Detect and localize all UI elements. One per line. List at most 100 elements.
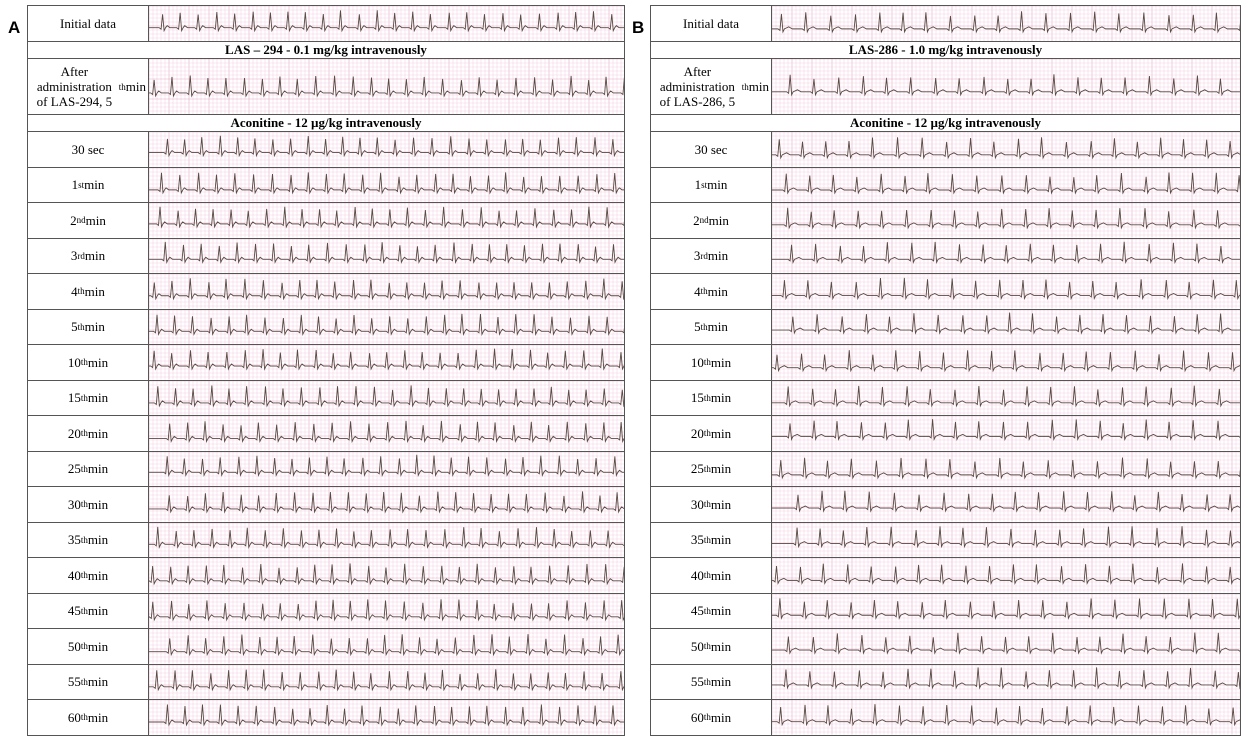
label-part: min bbox=[85, 248, 105, 263]
table-row: Initial data bbox=[651, 6, 1240, 42]
label-part: 40 bbox=[691, 568, 704, 583]
label-part: min bbox=[711, 390, 731, 405]
ecg-cell bbox=[772, 59, 1240, 114]
ecg-cell bbox=[772, 594, 1240, 629]
ecg-strip bbox=[149, 665, 624, 700]
label-part: 5 bbox=[694, 319, 701, 334]
ecg-strip bbox=[772, 665, 1240, 700]
table-row: 2nd min bbox=[651, 203, 1240, 239]
label-part: 55 bbox=[68, 674, 81, 689]
ecg-strip bbox=[772, 168, 1240, 203]
ecg-cell bbox=[772, 629, 1240, 664]
label-part: min bbox=[711, 603, 731, 618]
table-row: 10th min bbox=[28, 345, 624, 381]
table-row: 30th min bbox=[28, 487, 624, 523]
label-part: min bbox=[84, 177, 104, 192]
ecg-cell bbox=[149, 381, 624, 416]
label-part: min bbox=[711, 461, 731, 476]
ecg-strip bbox=[149, 558, 624, 593]
row-label: 1st min bbox=[651, 168, 772, 203]
row-label: 30th min bbox=[651, 487, 772, 522]
label-part: min bbox=[749, 79, 769, 94]
ecg-strip bbox=[772, 310, 1240, 345]
ecg-strip bbox=[149, 700, 624, 735]
label-part: 10 bbox=[691, 355, 704, 370]
ecg-cell bbox=[772, 523, 1240, 558]
label-part: min bbox=[711, 674, 731, 689]
section-header: Aconitine - 12 µg/kg intravenously bbox=[651, 115, 1240, 132]
table-row: 30 sec bbox=[28, 132, 624, 168]
ecg-cell bbox=[149, 700, 624, 735]
ecg-strip bbox=[149, 59, 624, 114]
table-row: After administration of LAS-286, 5th min bbox=[651, 59, 1240, 115]
label-part: 45 bbox=[68, 603, 81, 618]
ecg-cell bbox=[772, 168, 1240, 203]
label-part: min bbox=[88, 674, 108, 689]
ecg-strip bbox=[149, 6, 624, 41]
ecg-strip bbox=[772, 132, 1240, 167]
section-header: LAS – 294 - 0.1 mg/kg intravenously bbox=[28, 42, 624, 59]
ecg-strip bbox=[149, 381, 624, 416]
ecg-strip bbox=[149, 132, 624, 167]
ecg-cell bbox=[149, 416, 624, 451]
row-label: 10th min bbox=[28, 345, 149, 380]
ecg-cell bbox=[149, 345, 624, 380]
row-label: Initial data bbox=[651, 6, 772, 41]
label-part: min bbox=[88, 568, 108, 583]
label-part: 2 bbox=[693, 213, 700, 228]
ecg-cell bbox=[772, 132, 1240, 167]
ecg-strip bbox=[772, 59, 1240, 114]
label-part: 15 bbox=[68, 390, 81, 405]
label-part: min bbox=[707, 177, 727, 192]
ecg-strip bbox=[149, 629, 624, 664]
ecg-cell bbox=[772, 700, 1240, 735]
ecg-cell bbox=[149, 59, 624, 114]
ecg-strip bbox=[772, 700, 1240, 735]
row-label: 45th min bbox=[28, 594, 149, 629]
label-part: 5 bbox=[71, 319, 78, 334]
ecg-cell bbox=[149, 132, 624, 167]
label-part: min bbox=[711, 568, 731, 583]
row-label: 1st min bbox=[28, 168, 149, 203]
label-part: 20 bbox=[691, 426, 704, 441]
label-part: min bbox=[88, 497, 108, 512]
label-part: 30 bbox=[691, 497, 704, 512]
ecg-strip bbox=[149, 310, 624, 345]
label-part: min bbox=[711, 426, 731, 441]
row-label: After administration of LAS-286, 5th min bbox=[651, 59, 772, 114]
label-part: 35 bbox=[691, 532, 704, 547]
table-row: 4th min bbox=[28, 274, 624, 310]
label-part: 45 bbox=[691, 603, 704, 618]
row-label: 60th min bbox=[28, 700, 149, 735]
ecg-strip bbox=[149, 345, 624, 380]
ecg-cell bbox=[149, 168, 624, 203]
label-part: min bbox=[711, 355, 731, 370]
label-part: 60 bbox=[68, 710, 81, 725]
label-part: 60 bbox=[691, 710, 704, 725]
ecg-strip bbox=[772, 523, 1240, 558]
label-text: 30 sec bbox=[72, 142, 105, 157]
ecg-cell bbox=[149, 310, 624, 345]
label-part: 15 bbox=[691, 390, 704, 405]
ecg-strip bbox=[772, 558, 1240, 593]
label-part: After administration of LAS-294, 5 bbox=[30, 64, 119, 109]
label-part: 2 bbox=[70, 213, 77, 228]
ecg-strip bbox=[772, 594, 1240, 629]
